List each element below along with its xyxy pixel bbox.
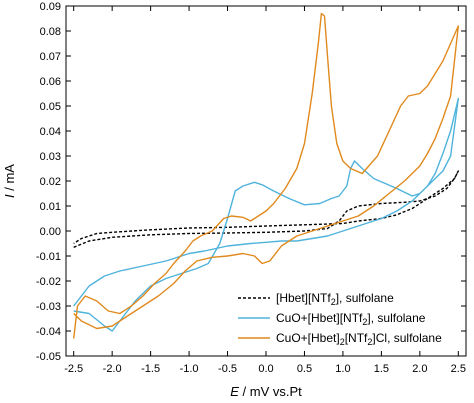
x-tick-label: -2.5 <box>64 363 83 375</box>
series-line-2 <box>73 97 459 332</box>
x-tick-label: 2.0 <box>412 363 427 375</box>
x-tick-label: -2.0 <box>103 363 122 375</box>
x-axis-label: E / mV vs.Pt <box>230 384 302 399</box>
y-tick-label: -0.02 <box>36 276 61 288</box>
y-tick-label: -0.05 <box>36 351 61 363</box>
curves <box>73 12 459 339</box>
y-tick-label: -0.04 <box>36 326 61 338</box>
y-ticks: -0.05 -0.04 -0.03 -0.02 -0.01 0.00 0.01 0.02 0.0… <box>36 1 466 363</box>
y-tick-label: 0.08 <box>40 26 61 38</box>
x-tick-label: 1.0 <box>335 363 350 375</box>
legend: [Hbet][NTf2], sulfolane CuO+[Hbet][NTf2],… <box>238 291 442 347</box>
series-line-3 <box>73 12 459 339</box>
plot-frame <box>65 5 467 357</box>
x-tick-label: 0.5 <box>297 363 312 375</box>
x-tick-label: 1.5 <box>374 363 389 375</box>
y-tick-label: 0.01 <box>40 201 61 213</box>
plot-area: -2.5 -2.0 -1.5 -1.0 -0.5 0.0 0.5 1.0 1.5 2.0 2.5 -… <box>36 1 467 375</box>
y-tick-label: 0.03 <box>40 151 61 163</box>
x-tick-label: 0.0 <box>258 363 273 375</box>
y-tick-label: 0.06 <box>40 76 61 88</box>
y-tick-label: 0.04 <box>40 126 61 138</box>
x-tick-label: -1.5 <box>141 363 160 375</box>
x-tick-label: -1.0 <box>180 363 199 375</box>
legend-label-2: CuO+[Hbet][NTf2], sulfolane <box>276 311 426 327</box>
y-tick-label: -0.03 <box>36 301 61 313</box>
legend-label-1: [Hbet][NTf2], sulfolane <box>276 291 394 307</box>
y-tick-label: 0.09 <box>40 1 61 13</box>
y-tick-label: 0.02 <box>40 176 61 188</box>
y-tick-label: 0.00 <box>40 226 61 238</box>
y-tick-label: 0.05 <box>40 101 61 113</box>
x-tick-label: -0.5 <box>218 363 237 375</box>
legend-label-3: CuO+[Hbet]2[NTf2]Cl, sulfolane <box>276 331 442 347</box>
y-axis-label: I / mA <box>2 164 17 198</box>
y-tick-label: -0.01 <box>36 251 61 263</box>
x-ticks: -2.5 -2.0 -1.5 -1.0 -0.5 0.0 0.5 1.0 1.5 2.0 2.5 <box>64 6 466 375</box>
y-tick-label: 0.07 <box>40 51 61 63</box>
series-line-1 <box>73 170 459 248</box>
x-tick-label: 2.5 <box>451 363 466 375</box>
